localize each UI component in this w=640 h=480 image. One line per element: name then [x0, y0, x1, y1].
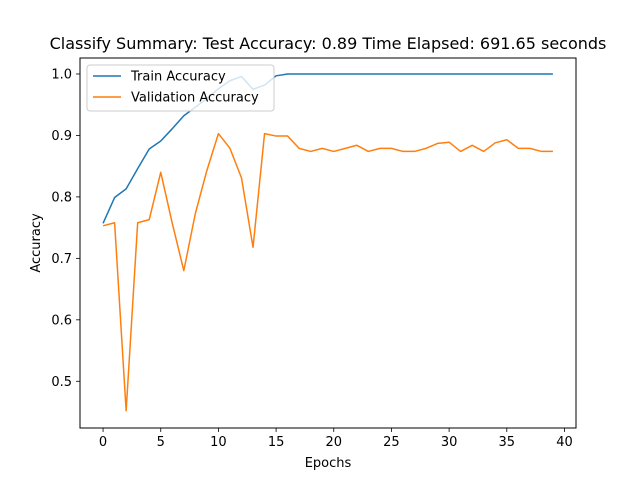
x-tick-label: 10	[210, 435, 227, 450]
y-tick-label: 0.8	[51, 190, 72, 205]
y-tick-label: 0.6	[51, 313, 72, 328]
x-tick-label: 20	[325, 435, 342, 450]
legend-box	[86, 64, 275, 112]
x-tick-label: 30	[441, 435, 458, 450]
x-tick-label: 15	[268, 435, 285, 450]
y-axis-label: Accuracy	[29, 213, 44, 273]
legend-label-0: Train Accuracy	[130, 70, 226, 85]
x-tick-label: 5	[157, 435, 165, 450]
chart-title: Classify Summary: Test Accuracy: 0.89 Ti…	[50, 34, 607, 53]
legend: Train Accuracy Validation Accuracy	[86, 64, 275, 112]
x-tick-label: 25	[383, 435, 400, 450]
y-tick-label: 0.5	[51, 375, 72, 390]
plot-frame	[79, 57, 577, 429]
legend-label-1: Validation Accuracy	[131, 91, 259, 106]
x-tick-label: 0	[99, 435, 107, 450]
x-tick-label: 35	[499, 435, 516, 450]
y-tick-label: 0.9	[51, 129, 72, 144]
series-line-1	[102, 132, 553, 412]
y-tick-label: 0.7	[51, 252, 72, 267]
x-axis-label: Epochs	[305, 456, 352, 471]
x-tick-label: 40	[556, 435, 573, 450]
y-tick-label: 1.0	[51, 67, 72, 82]
series-line-0	[102, 73, 553, 224]
